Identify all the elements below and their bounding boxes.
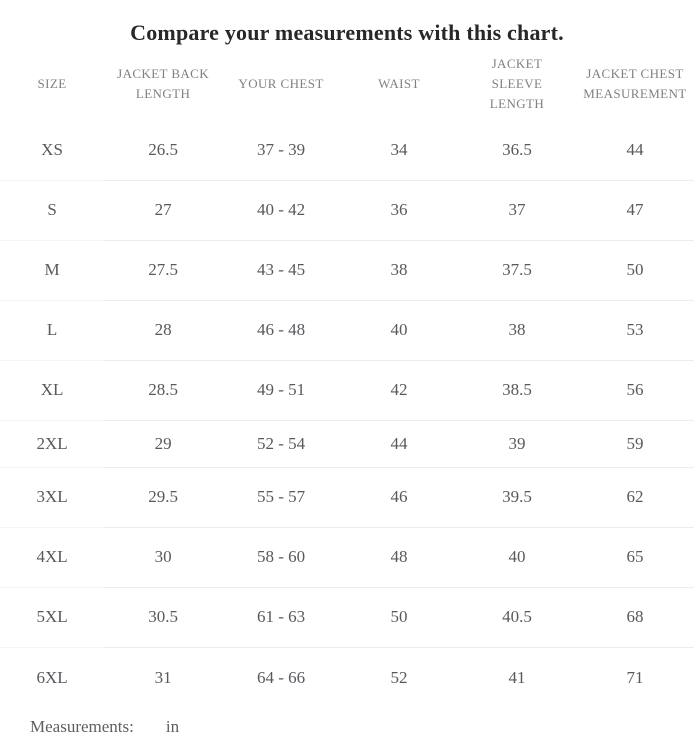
size-cell: M: [0, 239, 105, 301]
column-header-jacket-back-length: JACKET BACK LENGTH: [117, 66, 210, 102]
value-cell: 44: [626, 140, 644, 160]
value-cell: 37.5: [458, 239, 576, 301]
column-header-waist: WAIST: [378, 76, 420, 92]
column-header-your-chest: YOUR CHEST: [238, 76, 324, 92]
size-cell: L: [0, 299, 105, 361]
measurements-unit: in: [165, 717, 180, 737]
value-cell: 38.5: [458, 359, 576, 421]
table-row-6xl: 6XL 31 64 - 66 52 41 71: [0, 646, 694, 708]
value-cell: 29: [104, 419, 223, 468]
value-cell: 30: [104, 526, 223, 588]
size-chart-table: SIZE JACKET BACK LENGTH YOUR CHEST WAIST JAC…: [0, 50, 694, 708]
value-cell: 27: [104, 179, 223, 241]
size-cell: XL: [0, 359, 105, 421]
value-cell: 39: [458, 419, 576, 468]
value-cell: 41: [458, 646, 576, 708]
value-cell: 40.5: [458, 586, 576, 648]
value-cell: 28.5: [104, 359, 223, 421]
value-cell: 37 - 39: [256, 140, 306, 160]
table-row-l: L 28 46 - 48 40 38 53: [0, 299, 694, 361]
value-cell: 46: [340, 466, 458, 528]
value-cell: 42: [340, 359, 458, 421]
size-cell: 6XL: [0, 646, 105, 708]
value-cell: 40: [340, 299, 458, 361]
value-cell: 38: [458, 299, 576, 361]
value-cell: 36.5: [502, 140, 532, 160]
value-cell: 44: [340, 419, 458, 468]
value-cell: 52: [340, 646, 458, 708]
value-cell: 71: [575, 646, 694, 708]
table-row-xs: XS 26.5 37 - 39 34 36.5 44: [0, 120, 694, 180]
value-cell: 31: [104, 646, 223, 708]
table-row-2xl: 2XL 29 52 - 54 44 39 59: [0, 419, 694, 468]
measurements-label: Measurements:: [30, 717, 134, 737]
value-cell: 65: [575, 526, 694, 588]
value-cell: 46 - 48: [222, 299, 341, 361]
value-cell: 48: [340, 526, 458, 588]
header-row: SIZE JACKET BACK LENGTH YOUR CHEST WAIST JAC…: [0, 50, 694, 120]
value-cell: 30.5: [104, 586, 223, 648]
column-header-size: SIZE: [37, 76, 67, 92]
table-row-s: S 27 40 - 42 36 37 47: [0, 179, 694, 241]
value-cell: 26.5: [148, 140, 178, 160]
value-cell: 27.5: [104, 239, 223, 301]
table-row-5xl: 5XL 30.5 61 - 63 50 40.5 68: [0, 586, 694, 648]
value-cell: 52 - 54: [222, 419, 341, 468]
value-cell: 39.5: [458, 466, 576, 528]
value-cell: 50: [340, 586, 458, 648]
measurements-note: Measurements: in: [30, 717, 694, 751]
size-cell: XS: [41, 140, 63, 160]
value-cell: 58 - 60: [222, 526, 341, 588]
size-cell: S: [0, 179, 105, 241]
value-cell: 59: [575, 419, 694, 468]
value-cell: 47: [575, 179, 694, 241]
size-cell: 2XL: [0, 419, 105, 468]
value-cell: 62: [575, 466, 694, 528]
column-header-jacket-sleeve-length: JACKET SLEEVE LENGTH: [489, 56, 545, 112]
table-body: XS 26.5 37 - 39 34 36.5 44 S 27 40 - 42 36 37 47 M 27…: [0, 120, 694, 708]
value-cell: 50: [575, 239, 694, 301]
table-row-m: M 27.5 43 - 45 38 37.5 50: [0, 239, 694, 301]
value-cell: 68: [575, 586, 694, 648]
value-cell: 53: [575, 299, 694, 361]
value-cell: 61 - 63: [222, 586, 341, 648]
table-row-xl: XL 28.5 49 - 51 42 38.5 56: [0, 359, 694, 421]
value-cell: 40 - 42: [222, 179, 341, 241]
value-cell: 43 - 45: [222, 239, 341, 301]
value-cell: 49 - 51: [222, 359, 341, 421]
table-header: SIZE JACKET BACK LENGTH YOUR CHEST WAIST JAC…: [0, 50, 694, 120]
value-cell: 34: [390, 140, 408, 160]
value-cell: 55 - 57: [222, 466, 341, 528]
value-cell: 36: [340, 179, 458, 241]
page-title: Compare your measurements with this char…: [130, 20, 564, 45]
value-cell: 37: [458, 179, 576, 241]
column-header-jacket-chest-measurement: JACKET CHEST MEASUREMENT: [583, 66, 687, 102]
value-cell: 38: [340, 239, 458, 301]
size-cell: 3XL: [0, 466, 105, 528]
value-cell: 29.5: [104, 466, 223, 528]
value-cell: 56: [575, 359, 694, 421]
table-row-4xl: 4XL 30 58 - 60 48 40 65: [0, 526, 694, 588]
size-cell: 5XL: [0, 586, 105, 648]
value-cell: 28: [104, 299, 223, 361]
size-cell: 4XL: [0, 526, 105, 588]
value-cell: 64 - 66: [222, 646, 341, 708]
value-cell: 40: [458, 526, 576, 588]
table-row-3xl: 3XL 29.5 55 - 57 46 39.5 62: [0, 466, 694, 528]
